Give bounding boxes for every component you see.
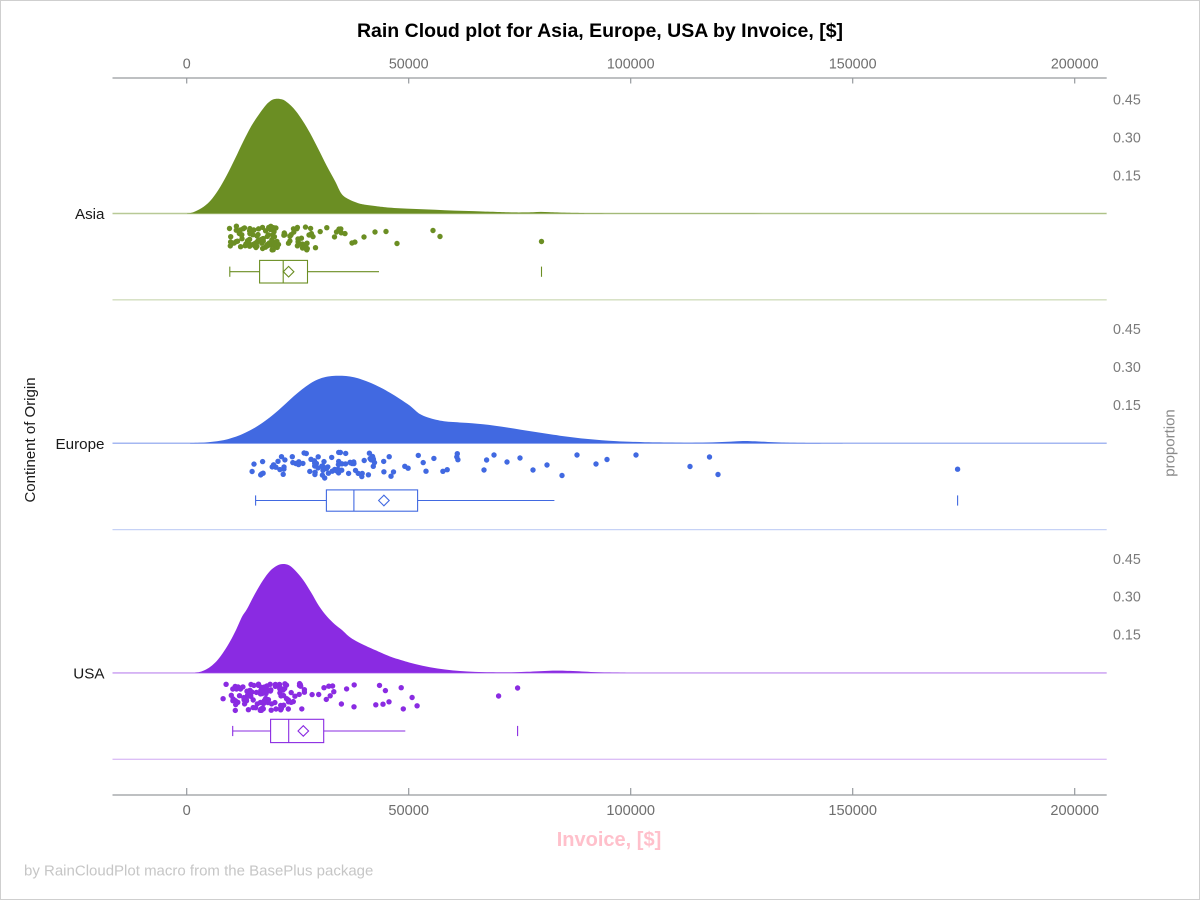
svg-text:0.15: 0.15 [1113,628,1141,644]
svg-text:Invoice, [$]: Invoice, [$] [557,829,661,851]
svg-text:0.45: 0.45 [1113,322,1141,338]
svg-text:0: 0 [183,803,191,819]
svg-text:100000: 100000 [607,57,655,73]
svg-text:150000: 150000 [828,803,877,819]
svg-text:Rain Cloud plot for Asia, Euro: Rain Cloud plot for Asia, Europe, USA by… [357,20,843,42]
svg-text:200000: 200000 [1051,57,1099,73]
svg-text:0.30: 0.30 [1113,590,1141,606]
svg-text:0.15: 0.15 [1113,168,1141,184]
svg-text:0.15: 0.15 [1113,398,1141,414]
svg-text:50000: 50000 [389,57,429,73]
svg-text:USA: USA [73,665,105,682]
svg-text:0.30: 0.30 [1113,130,1141,146]
svg-text:0.30: 0.30 [1113,360,1141,376]
svg-text:100000: 100000 [606,803,655,819]
svg-text:150000: 150000 [829,57,877,73]
svg-text:Asia: Asia [75,206,105,223]
svg-text:0.45: 0.45 [1113,92,1141,108]
svg-text:Continent of Origin: Continent of Origin [22,377,39,502]
svg-text:Europe: Europe [56,436,105,453]
svg-text:proportion: proportion [1162,409,1179,477]
svg-text:0: 0 [183,57,191,73]
svg-text:0.45: 0.45 [1113,552,1141,568]
svg-text:by RainCloudPlot macro from th: by RainCloudPlot macro from the BasePlus… [24,863,373,880]
svg-text:200000: 200000 [1050,803,1099,819]
svg-text:50000: 50000 [388,803,429,819]
